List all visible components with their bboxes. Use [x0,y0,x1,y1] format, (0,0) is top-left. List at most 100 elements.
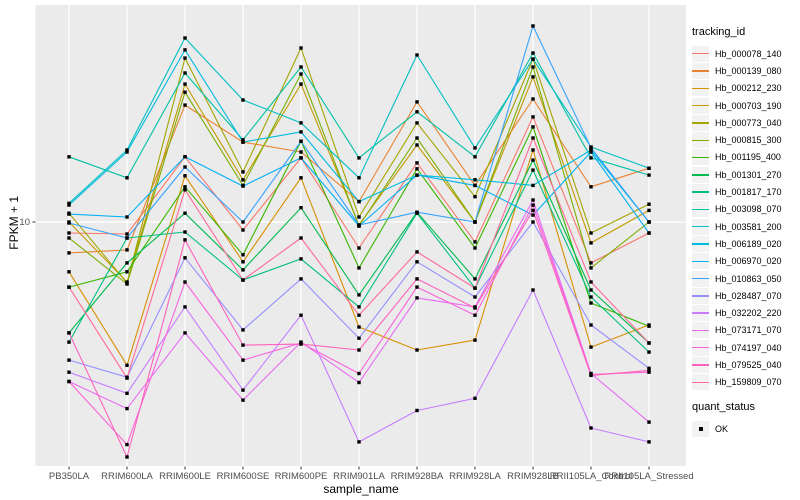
data-point [531,208,535,213]
legend-line-sample [692,243,709,245]
data-point [531,158,535,162]
data-point [183,36,187,40]
data-point [241,170,245,174]
legend-line-sample [692,381,709,384]
data-point [415,210,419,214]
data-point [183,90,187,94]
data-point [125,176,129,180]
legend-key-swatch [692,149,709,166]
data-point [125,376,129,380]
data-point [125,248,129,252]
data-point [531,213,535,217]
x-tick-label: RRII105LA_Stressed [604,471,693,482]
legend-line-sample [692,329,709,332]
legend-key-swatch [692,253,709,270]
data-point [67,236,71,240]
data-point [67,331,71,335]
data-point [531,65,535,69]
data-point [183,188,187,192]
data-point [589,323,593,327]
legend-key-swatch [692,201,709,218]
legend-line-sample [692,139,709,141]
data-point [589,280,593,284]
data-point [299,65,303,69]
legend-item-Hb_000139_080: Hb_000139_080 [692,62,798,79]
data-point [473,295,477,299]
legend-key-swatch [692,420,709,437]
data-point [125,442,129,447]
legend-label: Hb_003098_070 [715,204,782,215]
data-point [647,220,651,224]
data-point [183,280,187,284]
data-point [589,261,593,265]
data-point [241,98,245,102]
data-point [415,161,419,165]
data-point [415,285,419,289]
legend-items: Hb_000078_140 Hb_000139_080 Hb_000212_230 H… [692,45,798,391]
legend-label: Hb_000078_140 [715,48,782,59]
plot-panel [35,5,686,466]
data-point [241,260,245,264]
data-point [241,328,245,332]
data-point [125,406,129,411]
data-point [183,48,187,52]
x-tick-label: RRIM600LA [101,471,153,482]
data-point [473,146,477,150]
x-tick-label: RRIM600PE [275,471,328,482]
data-point [473,396,477,400]
data-point [125,455,129,459]
legend-label: Hb_001195_400 [715,152,781,163]
legend-key-swatch [692,80,709,97]
data-point [415,277,419,281]
legend-key-swatch [692,270,709,287]
data-point [67,340,71,344]
legend-label: Hb_000815_300 [715,135,782,146]
legend-line-sample [692,53,709,55]
data-point [67,221,71,225]
data-point [473,178,477,182]
legend-key-swatch [692,97,709,114]
data-point [589,266,593,270]
data-point [299,82,303,86]
data-point [241,228,245,232]
data-point [183,185,187,189]
data-point [299,46,303,50]
data-point [647,350,651,354]
legend-label: Hb_006189_020 [715,238,782,249]
data-point [183,71,187,75]
data-point [589,231,593,235]
data-point [357,371,361,376]
data-point [647,173,651,177]
data-point [357,223,361,227]
data-point [357,246,361,250]
legend-line-sample [692,260,709,262]
legend-item-Hb_028487_070: Hb_028487_070 [692,287,798,304]
data-point [357,336,361,340]
data-point [241,184,245,188]
data-point [531,75,535,79]
x-tick-label: RRIM928LA [449,471,501,482]
x-tick-label: PB350LA [49,471,90,482]
x-tick-label: RRIM600SE [217,471,270,482]
legend-key-swatch [692,132,709,149]
legend-key-swatch [692,374,709,391]
data-point [473,220,477,224]
data-point [473,246,477,250]
x-tick-label: RRIM928BA [391,471,444,482]
x-tick-label: RRII105LA_Control [550,471,632,482]
legend-key-swatch [692,235,709,252]
data-point [299,313,303,317]
legend-line-sample [692,104,709,107]
data-point [531,183,535,188]
data-point [67,155,71,159]
legend-key-swatch [692,356,709,373]
data-point [183,155,187,159]
data-point [473,306,477,310]
data-point [67,285,71,289]
legend-label: Hb_074197_040 [715,342,782,353]
data-point [241,178,245,182]
legend-line-sample [692,295,709,297]
legend-key-swatch [692,287,709,304]
legend-key-swatch [692,45,709,62]
legend-item-Hb_003581_200: Hb_003581_200 [692,218,798,235]
